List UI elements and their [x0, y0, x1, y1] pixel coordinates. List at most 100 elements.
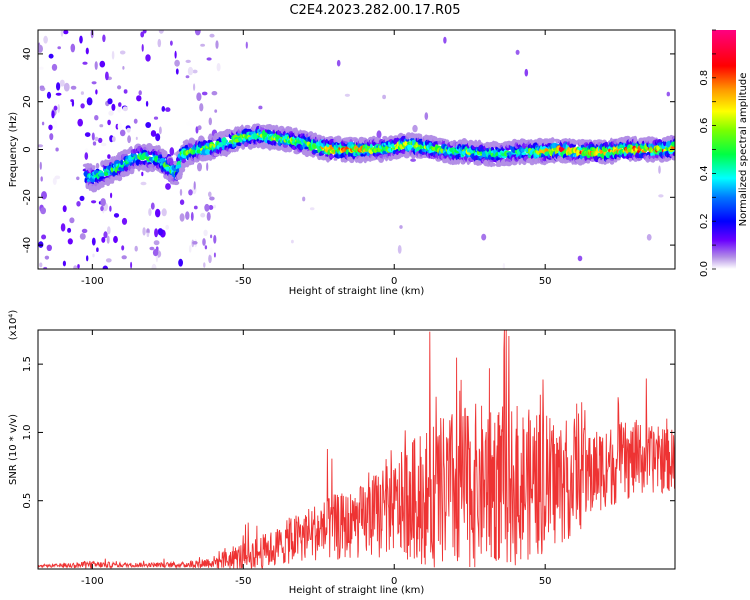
- spectrogram-cell: [159, 126, 162, 135]
- x-tick-label: -50: [235, 276, 251, 287]
- spectrogram-cell: [491, 162, 496, 167]
- spectrogram-cell: [82, 61, 88, 65]
- spectrogram-cell: [44, 255, 50, 260]
- spectrogram-cell: [102, 265, 108, 269]
- spectrogram-cell: [232, 148, 238, 153]
- spectrogram-cell: [111, 136, 116, 142]
- spectrogram-cell: [304, 146, 309, 150]
- spectrogram-cell: [91, 165, 96, 170]
- spectrogram-cell: [54, 175, 61, 180]
- spectrogram-cell: [245, 41, 248, 49]
- spectrogram-cell: [85, 47, 89, 55]
- spectrogram-cell: [302, 196, 306, 202]
- spectrogram-cell: [43, 266, 48, 269]
- spectrogram-cell: [152, 249, 159, 257]
- spectrogram-cell: [192, 69, 198, 74]
- spectrogram-cell: [196, 92, 202, 101]
- spectrogram-cell: [208, 117, 212, 126]
- spectrogram-cell: [221, 137, 227, 144]
- spectrogram-cell: [161, 106, 166, 112]
- y-tick-label: -20: [22, 189, 33, 205]
- colorbar-tick-label: 0.8: [699, 70, 710, 86]
- spectrogram-cell: [555, 139, 559, 144]
- spectrogram-cell: [197, 125, 202, 131]
- spectrogram-cell: [70, 85, 77, 90]
- x-tick-label: 0: [391, 576, 397, 587]
- spectrogram-cell: [79, 195, 85, 201]
- spectrogram-cell: [155, 133, 161, 142]
- spectrogram-cell: [102, 34, 106, 43]
- spectrogram-cell: [524, 68, 529, 77]
- snr-series-line: [37, 329, 676, 570]
- spectrogram-cell: [41, 121, 45, 126]
- spectrogram-cell: [100, 198, 106, 207]
- spectrogram-cell: [178, 258, 184, 267]
- colorbar-ticks: 0.0 0.2 0.4 0.6 0.8: [699, 29, 716, 277]
- spectrogram-cell: [209, 196, 215, 201]
- spectrogram-cell: [135, 136, 138, 140]
- spectrogram-cell: [63, 30, 69, 35]
- spectrogram-cell: [153, 240, 160, 246]
- spectrogram-cell: [149, 246, 155, 251]
- spectrogram-cell: [130, 168, 135, 175]
- spectrogram-cell: [194, 30, 201, 36]
- spectrogram-cell: [376, 130, 382, 139]
- spectrogram-cell: [203, 229, 208, 236]
- spectrogram-axes: -100 -50 0 50 -40 -20 0 20 40: [22, 30, 675, 287]
- spectrogram-cell: [208, 205, 214, 210]
- spectrogram-cell: [133, 118, 138, 124]
- spectrogram-cell: [399, 225, 403, 229]
- spectrogram-plot: -100 -50 0 50 -40 -20 0 20 40 Height of straight…: [8, 29, 676, 297]
- spectrogram-cell: [185, 211, 190, 220]
- spectrogram-cell: [91, 81, 97, 85]
- y-tick-label: 20: [22, 95, 33, 108]
- spectrogram-cell: [424, 112, 429, 120]
- spectrogram-cell: [490, 146, 495, 152]
- spectrogram-cell: [55, 147, 59, 152]
- spectrogram-cell: [67, 238, 73, 245]
- spectrogram-cell: [190, 211, 194, 221]
- spectrogram-cell: [110, 179, 115, 184]
- spectrogram-cell: [60, 223, 66, 232]
- spectrogram-cell: [70, 43, 76, 53]
- colorbar-tick-label: 0.2: [699, 213, 710, 229]
- spectrogram-cell: [179, 213, 185, 222]
- spectrogram-cell: [206, 211, 211, 221]
- spectrogram-cell: [606, 151, 611, 159]
- spectrogram-cell: [71, 100, 75, 107]
- spectrogram-cell: [150, 130, 157, 137]
- spectrogram-cell: [151, 263, 157, 269]
- spectrogram-cell: [120, 159, 124, 166]
- x-tick-label: -100: [81, 576, 104, 587]
- spectrogram-cell: [57, 104, 60, 113]
- spectrogram-cell: [113, 235, 118, 244]
- spectrogram-cell: [481, 233, 487, 241]
- spectrogram-cell: [121, 245, 125, 251]
- spectrogram-cell: [63, 82, 70, 92]
- spectrogram-cell: [146, 228, 150, 235]
- spectrogram-cell: [403, 153, 410, 159]
- spectrogram-cell: [216, 62, 221, 72]
- spectrogram-cell: [193, 83, 196, 91]
- spectrogram-cell: [91, 200, 97, 204]
- spectrogram-cell: [111, 103, 116, 111]
- spectrogram-cell: [174, 50, 177, 59]
- spectrogram-cell: [130, 261, 133, 269]
- spectrogram-cell: [157, 38, 162, 48]
- spectrogram-cell: [174, 59, 180, 67]
- spectrogram-cell: [101, 236, 106, 243]
- spectrogram-cell: [48, 124, 53, 131]
- figure-title: C2E4.2023.282.00.17.R05: [289, 3, 460, 18]
- spectrogram-cell: [105, 71, 109, 81]
- spectrogram-cell: [121, 255, 127, 260]
- spectrogram-cell: [188, 245, 192, 253]
- y-tick-label: 1.0: [22, 424, 33, 440]
- spectrogram-cell: [77, 264, 80, 269]
- spectrogram-cell: [258, 105, 263, 110]
- spectrogram-cell: [291, 239, 294, 244]
- spectrogram-cell: [154, 228, 159, 238]
- spectrogram-cell: [122, 106, 128, 112]
- spectrogram-cell: [76, 201, 81, 207]
- spectrogram-cell: [169, 147, 175, 156]
- spectrogram-cell: [586, 159, 591, 164]
